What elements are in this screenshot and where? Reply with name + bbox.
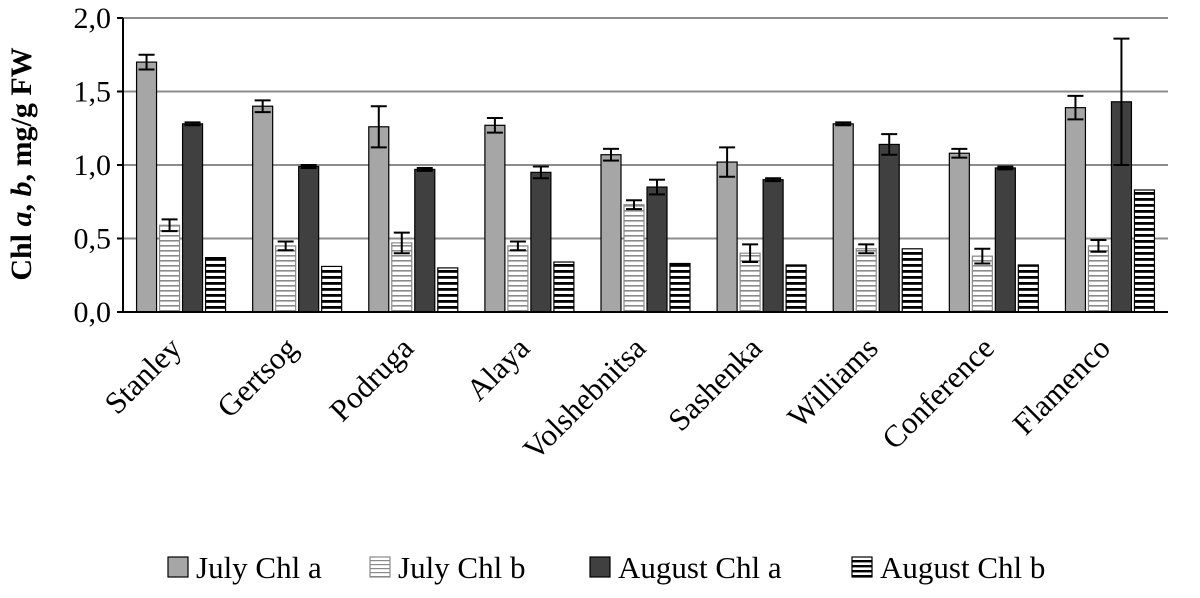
error-bar <box>509 240 526 252</box>
bar <box>1017 264 1039 313</box>
legend-label: July Chl b <box>398 550 525 585</box>
error-bar <box>951 147 968 159</box>
error-bar <box>393 231 410 255</box>
error-bar <box>486 116 503 134</box>
y-tick-label: 0,5 <box>74 223 112 256</box>
error-bar <box>881 133 898 156</box>
x-tick-label: Podruga <box>322 330 420 428</box>
bar <box>437 267 459 313</box>
error-bar <box>184 121 201 127</box>
bar <box>204 257 227 313</box>
legend-swatch <box>851 556 873 578</box>
legend-label: July Chl a <box>196 550 322 585</box>
error-bar <box>858 243 875 255</box>
bar <box>832 123 854 313</box>
bar <box>994 167 1016 313</box>
error-bar <box>835 121 852 127</box>
bar <box>646 186 668 313</box>
y-tick-label: 0,0 <box>74 296 112 329</box>
bar <box>181 123 204 313</box>
bar <box>785 264 807 313</box>
bar <box>855 248 877 313</box>
bar <box>971 255 993 313</box>
legend-label: August Chl b <box>880 550 1045 585</box>
legend-item: August Chl a <box>589 550 782 585</box>
error-bar <box>603 147 619 162</box>
bar <box>623 204 645 313</box>
error-bar <box>300 164 317 169</box>
legend-swatch <box>167 556 189 578</box>
bar <box>762 179 784 313</box>
bar <box>1133 189 1156 313</box>
x-tick-label: Flamenco <box>1006 330 1117 441</box>
bar <box>252 105 274 313</box>
legend-item: July Chl b <box>369 550 525 585</box>
error-bar <box>742 243 759 264</box>
x-tick-label: Stanley <box>97 330 188 421</box>
bar <box>321 265 343 313</box>
x-tick-label: Conference <box>875 330 1001 456</box>
x-tick-label: Sashenka <box>661 330 769 438</box>
error-bar <box>997 165 1014 171</box>
error-bar <box>1113 37 1130 166</box>
legend-swatch <box>589 556 611 578</box>
bar <box>878 143 900 313</box>
legend-item: July Chl a <box>167 550 322 585</box>
error-bar <box>1067 94 1084 121</box>
y-tick-label: 1,5 <box>74 76 112 109</box>
bars <box>135 37 1156 313</box>
error-bar <box>649 178 665 196</box>
bar <box>368 126 390 313</box>
error-bar <box>161 218 178 233</box>
y-tick-label: 1,0 <box>74 149 112 182</box>
y-tick-labels: 0,0 0,5 1,0 1,5 2,0 <box>74 2 112 329</box>
x-tick-label: Williams <box>780 330 884 434</box>
bar <box>600 154 622 313</box>
x-tick-label: Volshebnitsa <box>516 330 653 467</box>
error-bar <box>277 240 294 252</box>
bar <box>901 248 923 313</box>
bar <box>135 61 158 313</box>
legend-swatch <box>369 556 391 578</box>
bar <box>414 168 436 313</box>
bar <box>484 124 506 313</box>
error-bar <box>626 199 642 211</box>
gridlines <box>123 17 1168 240</box>
legend-label: August Chl a <box>618 550 782 585</box>
y-tick-label: 2,0 <box>74 2 112 35</box>
error-bar <box>532 165 549 180</box>
bar <box>948 152 970 313</box>
bar <box>669 262 691 313</box>
error-bar <box>254 99 271 114</box>
error-bar <box>1090 238 1107 253</box>
bar <box>298 165 320 313</box>
error-bar <box>370 105 387 149</box>
legend-item: August Chl b <box>851 550 1045 585</box>
x-tick-label: Gertsog <box>210 330 304 424</box>
bar <box>275 245 297 313</box>
bar <box>553 261 575 313</box>
error-bar <box>974 247 991 265</box>
bar <box>1064 107 1087 313</box>
x-tick-label: Alaya <box>459 330 536 407</box>
bar <box>158 224 181 313</box>
bar <box>1087 245 1110 313</box>
bar <box>716 161 738 313</box>
legend: July Chl a July Chl b August Chl a August C… <box>167 550 1045 585</box>
error-bar <box>719 146 736 178</box>
bar <box>530 171 552 313</box>
bar <box>507 245 529 313</box>
axes <box>117 17 1168 313</box>
error-bar <box>765 177 782 183</box>
y-axis-label: Chl a, b, mg/g FW <box>5 47 38 280</box>
error-bar <box>138 53 155 71</box>
error-bar <box>416 166 433 172</box>
